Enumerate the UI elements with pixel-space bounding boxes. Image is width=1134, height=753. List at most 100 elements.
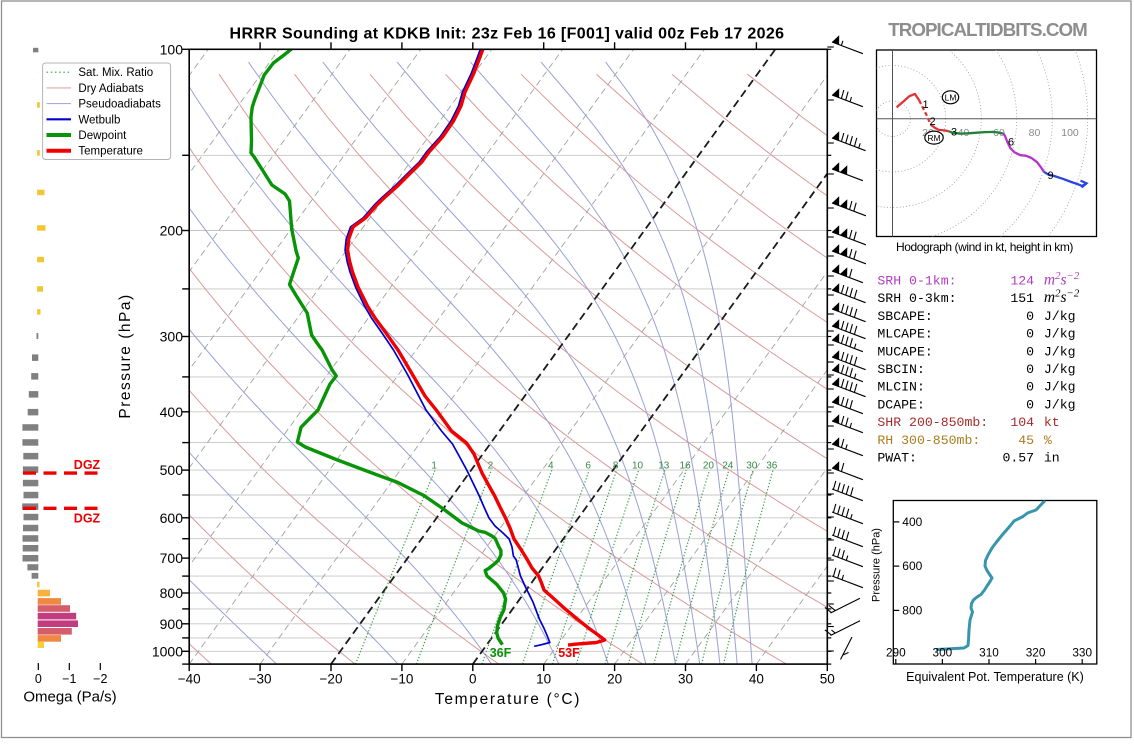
svg-text:J/kg: J/kg — [1044, 362, 1076, 377]
svg-text:−20: −20 — [320, 672, 343, 687]
svg-text:0: 0 — [1026, 327, 1034, 342]
svg-text:45: 45 — [1018, 433, 1034, 448]
svg-text:−30: −30 — [249, 672, 272, 687]
svg-text:200: 200 — [160, 223, 184, 239]
svg-text:0: 0 — [1026, 309, 1034, 324]
svg-text:400: 400 — [160, 404, 184, 420]
svg-text:0.57: 0.57 — [1002, 451, 1034, 466]
svg-text:320: 320 — [1026, 646, 1046, 660]
svg-text:RM: RM — [927, 133, 940, 143]
svg-text:3: 3 — [951, 127, 957, 139]
svg-text:DGZ: DGZ — [74, 512, 101, 526]
svg-text:104: 104 — [1010, 415, 1034, 430]
svg-text:40: 40 — [749, 672, 764, 687]
svg-text:300: 300 — [160, 329, 184, 345]
svg-text:SBCAPE:: SBCAPE: — [877, 309, 932, 324]
svg-text:30: 30 — [678, 672, 693, 687]
svg-text:RH 300-850mb:: RH 300-850mb: — [877, 433, 980, 448]
svg-text:J/kg: J/kg — [1044, 309, 1076, 324]
svg-text:100: 100 — [160, 41, 184, 57]
svg-text:400: 400 — [902, 515, 922, 529]
svg-text:6: 6 — [1008, 137, 1014, 149]
svg-text:SBCIN:: SBCIN: — [877, 362, 924, 377]
svg-text:Pressure (hPa): Pressure (hPa) — [871, 528, 883, 602]
svg-text:SRH 0-1km:: SRH 0-1km: — [877, 274, 956, 289]
svg-text:1000: 1000 — [152, 643, 183, 659]
svg-text:DGZ: DGZ — [74, 458, 101, 472]
svg-text:0: 0 — [1026, 397, 1034, 412]
svg-text:−1: −1 — [62, 672, 76, 686]
svg-text:MLCIN:: MLCIN: — [877, 380, 924, 395]
svg-text:36: 36 — [766, 461, 778, 472]
svg-text:PWAT:: PWAT: — [877, 451, 917, 466]
svg-text:Wetbulb: Wetbulb — [78, 114, 120, 126]
svg-text:SHR 200-850mb:: SHR 200-850mb: — [877, 415, 988, 430]
svg-text:4: 4 — [548, 461, 554, 472]
svg-text:900: 900 — [160, 616, 184, 632]
svg-text:in: in — [1044, 451, 1060, 466]
svg-text:124: 124 — [1010, 274, 1034, 289]
svg-text:−10: −10 — [390, 672, 413, 687]
svg-text:Pressure (hPa): Pressure (hPa) — [117, 293, 134, 418]
svg-text:6: 6 — [585, 461, 591, 472]
svg-text:LM: LM — [945, 93, 957, 103]
svg-text:J/kg: J/kg — [1044, 397, 1076, 412]
svg-text:kt: kt — [1044, 415, 1060, 430]
svg-text:Omega (Pa/s): Omega (Pa/s) — [23, 689, 116, 706]
svg-text:MLCAPE:: MLCAPE: — [877, 327, 932, 342]
svg-text:8: 8 — [613, 461, 619, 472]
svg-text:0: 0 — [1026, 362, 1034, 377]
svg-text:1: 1 — [923, 99, 929, 111]
svg-text:24: 24 — [722, 461, 734, 472]
svg-text:0: 0 — [1026, 344, 1034, 359]
svg-text:53F: 53F — [558, 646, 580, 660]
svg-text:700: 700 — [160, 550, 184, 566]
svg-text:50: 50 — [820, 672, 835, 687]
svg-text:1: 1 — [431, 461, 437, 472]
svg-text:600: 600 — [160, 510, 184, 526]
svg-text:20: 20 — [607, 672, 622, 687]
svg-text:290: 290 — [886, 646, 906, 660]
svg-text:151: 151 — [1010, 291, 1034, 306]
svg-text:36F: 36F — [490, 646, 512, 660]
svg-text:−40: −40 — [178, 672, 201, 687]
svg-text:0: 0 — [35, 672, 42, 686]
svg-text:Dry Adiabats: Dry Adiabats — [78, 83, 143, 95]
svg-text:0: 0 — [469, 672, 477, 687]
svg-text:HRRR Sounding at KDKB Init: 23: HRRR Sounding at KDKB Init: 23z Feb 16 [… — [230, 26, 785, 43]
svg-text:−2: −2 — [93, 672, 107, 686]
svg-text:30: 30 — [746, 461, 758, 472]
svg-text:Temperature: Temperature — [78, 146, 143, 158]
svg-text:9: 9 — [1048, 170, 1054, 182]
svg-text:13: 13 — [658, 461, 670, 472]
svg-text:600: 600 — [902, 559, 922, 573]
svg-text:Dewpoint: Dewpoint — [78, 130, 127, 142]
svg-text:16: 16 — [680, 461, 692, 472]
svg-text:Temperature (°C): Temperature (°C) — [435, 691, 581, 708]
svg-text:80: 80 — [1029, 127, 1041, 139]
svg-text:500: 500 — [160, 462, 184, 478]
svg-text:Sat. Mix. Ratio: Sat. Mix. Ratio — [78, 67, 153, 79]
svg-text:J/kg: J/kg — [1044, 380, 1076, 395]
svg-text:J/kg: J/kg — [1044, 327, 1076, 342]
svg-text:310: 310 — [979, 646, 999, 660]
svg-text:100: 100 — [1061, 127, 1079, 139]
svg-text:0: 0 — [1026, 380, 1034, 395]
svg-text:300: 300 — [933, 646, 953, 660]
svg-text:2: 2 — [930, 116, 936, 128]
svg-text:J/kg: J/kg — [1044, 344, 1076, 359]
svg-text:20: 20 — [703, 461, 715, 472]
svg-text:Hodograph (wind in kt, height: Hodograph (wind in kt, height in km) — [896, 240, 1073, 254]
svg-text:2: 2 — [488, 461, 494, 472]
svg-text:10: 10 — [632, 461, 644, 472]
svg-text:TROPICALTIDBITS.COM: TROPICALTIDBITS.COM — [888, 19, 1087, 40]
svg-text:800: 800 — [160, 585, 184, 601]
svg-text:330: 330 — [1072, 646, 1092, 660]
svg-text:800: 800 — [902, 603, 922, 617]
svg-text:Pseudoadiabats: Pseudoadiabats — [78, 99, 161, 111]
svg-text:MUCAPE:: MUCAPE: — [877, 344, 932, 359]
svg-text:SRH 0-3km:: SRH 0-3km: — [877, 291, 956, 306]
svg-text:DCAPE:: DCAPE: — [877, 397, 924, 412]
svg-text:%: % — [1044, 433, 1052, 448]
svg-text:Equivalent Pot. Temperature (K: Equivalent Pot. Temperature (K) — [906, 670, 1084, 684]
